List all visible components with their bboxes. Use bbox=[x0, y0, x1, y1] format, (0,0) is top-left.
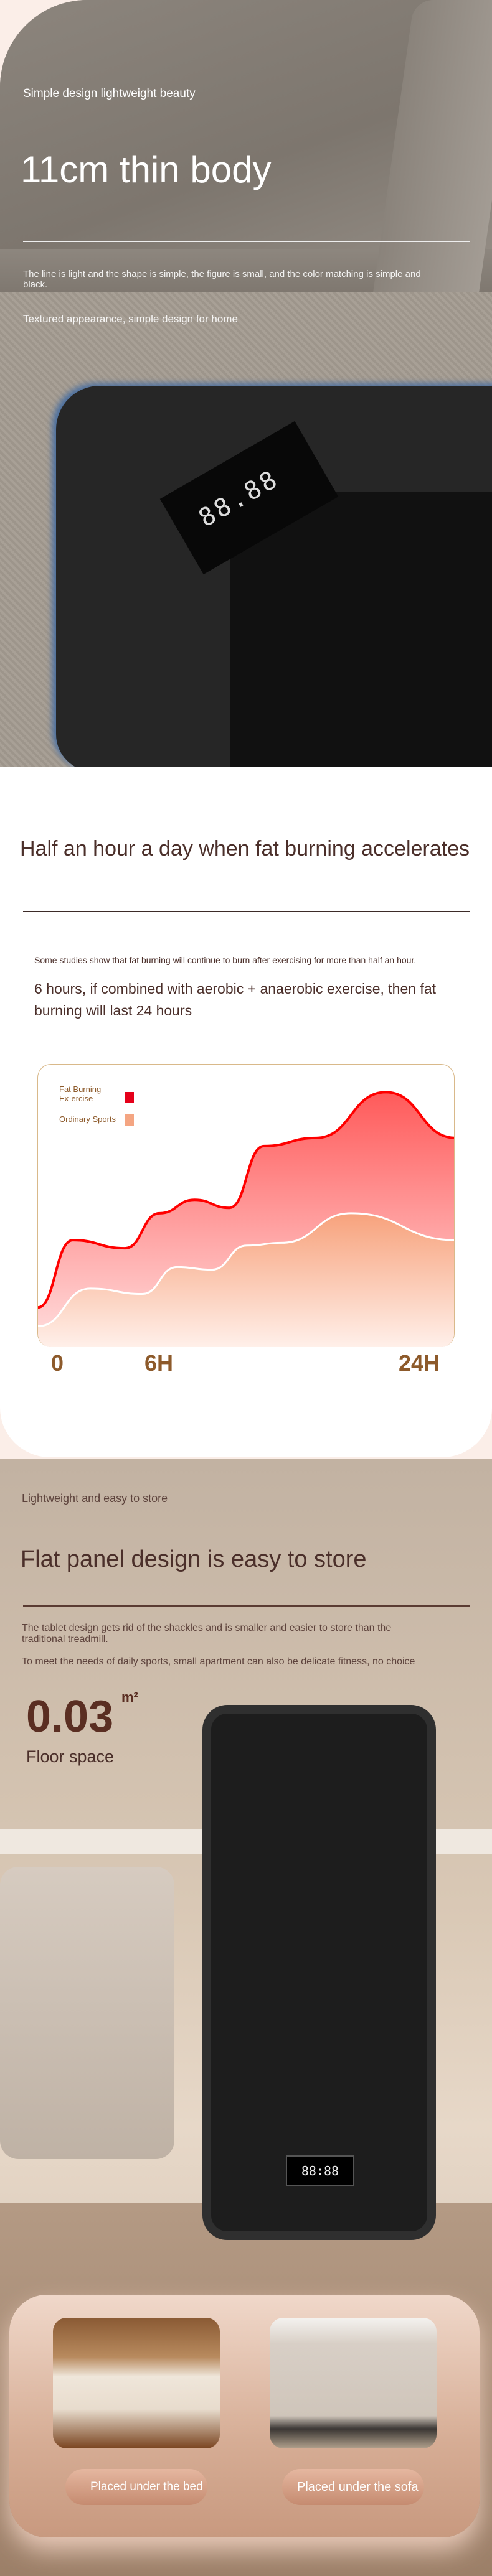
display-digits: 88.88 bbox=[194, 464, 284, 533]
hero-eyebrow: Simple design lightweight beauty bbox=[23, 87, 196, 100]
fat-title: Half an hour a day when fat burning acce… bbox=[20, 837, 470, 861]
divider bbox=[23, 911, 470, 912]
placement-sofa-label: Placed under the sofa bbox=[282, 2469, 424, 2505]
legend-swatch-ordinary bbox=[125, 1114, 134, 1126]
sofa-photo bbox=[270, 2318, 437, 2448]
legend-swatch-fat bbox=[125, 1092, 134, 1103]
fat-burning-line bbox=[38, 1091, 454, 1309]
floor-space-value: 0.03 bbox=[26, 1692, 114, 1742]
chart-svg bbox=[38, 1091, 454, 1347]
legend-label-fat: Fat Burning Ex-ercise bbox=[59, 1085, 102, 1103]
floor-space-label: Floor space bbox=[26, 1747, 115, 1766]
fat-burning-chart: Fat Burning Ex-ercise Ordinary Sports bbox=[37, 1064, 455, 1347]
hero-para-2: Textured appearance, simple design for h… bbox=[23, 313, 238, 325]
floor-space-unit: m² bbox=[121, 1689, 138, 1705]
x-tick-24h: 24H bbox=[399, 1350, 440, 1376]
hero-section: 88.88 Simple design lightweight beauty 1… bbox=[0, 0, 492, 767]
legend-label-ordinary: Ordinary Sports bbox=[59, 1114, 116, 1124]
treadmill-belt bbox=[230, 492, 492, 767]
store-para: The tablet design gets rid of the shackl… bbox=[22, 1623, 392, 1645]
ordinary-sports-line bbox=[38, 1212, 454, 1327]
fat-note: Some studies show that fat burning will … bbox=[34, 955, 417, 965]
placement-bed-label: Placed under the bed bbox=[65, 2469, 207, 2505]
folded-treadmill-image: 88:88 bbox=[202, 1705, 436, 2240]
store-eyebrow: Lightweight and easy to store bbox=[22, 1492, 168, 1505]
store-para-2: To meet the needs of daily sports, small… bbox=[22, 1656, 415, 1667]
treadmill-display: 88:88 bbox=[286, 2155, 354, 2186]
hero-title: 11cm thin body bbox=[21, 149, 272, 190]
ordinary-sports-area bbox=[38, 1213, 454, 1347]
store-title: Flat panel design is easy to store bbox=[21, 1546, 367, 1572]
divider bbox=[23, 1605, 470, 1607]
bed-photo bbox=[53, 2318, 220, 2448]
fat-lead: 6 hours, if combined with aerobic + anae… bbox=[34, 981, 436, 1019]
hero-para: The line is light and the shape is simpl… bbox=[23, 269, 421, 290]
divider bbox=[23, 241, 470, 242]
x-tick-0: 0 bbox=[51, 1350, 64, 1376]
sofa-image bbox=[0, 1867, 174, 2159]
x-tick-6h: 6H bbox=[144, 1350, 174, 1376]
